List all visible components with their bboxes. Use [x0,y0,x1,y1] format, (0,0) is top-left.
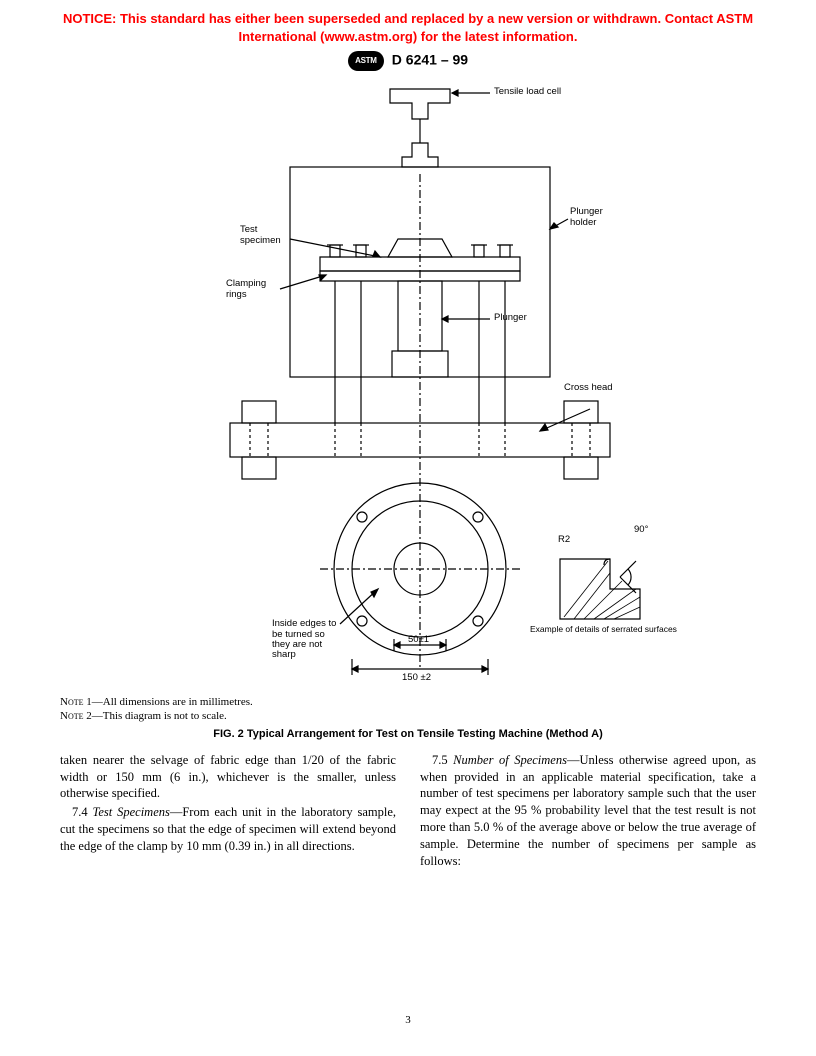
label-serrated: Example of details of serrated surfaces [530,625,677,634]
designation: D 6241 – 99 [392,52,468,68]
label-plunger: Plunger [494,313,527,323]
notice-banner: NOTICE: This standard has either been su… [0,0,816,49]
note-1: Note 1—All dimensions are in millimetres… [60,695,816,709]
label-test-specimen: Test specimen [240,225,281,246]
label-clamping-rings: Clamping rings [226,279,266,300]
label-plunger-holder: Plunger holder [570,207,603,228]
dim-150: 150 ±2 [402,673,431,683]
para-continuation: taken nearer the selvage of fabric edge … [60,752,396,803]
figure-caption: FIG. 2 Typical Arrangement for Test on T… [0,728,816,740]
page-number: 3 [0,1014,816,1026]
note-2: Note 2—This diagram is not to scale. [60,709,816,723]
figure-notes: Note 1—All dimensions are in millimetres… [60,695,816,724]
column-right: 7.5 Number of Specimens—Unless otherwise… [420,752,756,872]
label-90deg: 90° [634,525,648,535]
astm-logo: ASTM [348,51,384,71]
body-columns: taken nearer the selvage of fabric edge … [0,752,816,872]
label-r2: R2 [558,535,570,545]
para-7-4: 7.4 Test Specimens—From each unit in the… [60,804,396,855]
para-7-5: 7.5 Number of Specimens—Unless otherwise… [420,752,756,870]
document-header: ASTM D 6241 – 99 [0,51,816,71]
label-tensile-load-cell: Tensile load cell [494,87,561,97]
figure-diagram: Tensile load cell Test specimen Plunger … [120,79,696,689]
dim-50: 50±1 [408,635,429,645]
label-cross-head: Cross head [564,383,613,393]
label-inside-edges: Inside edges to be turned so they are no… [272,619,336,661]
column-left: taken nearer the selvage of fabric edge … [60,752,396,872]
